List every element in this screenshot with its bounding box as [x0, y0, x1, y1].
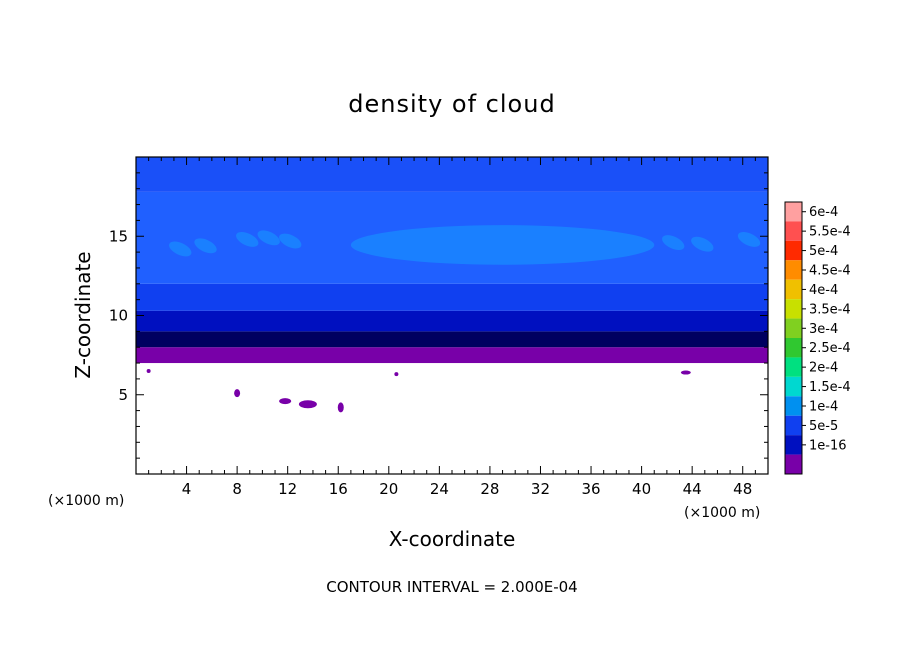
x-tick-label: 16	[329, 480, 348, 498]
colorbar-label: 4.5e-4	[809, 264, 851, 279]
x-unit-label-left: (×1000 m)	[48, 493, 124, 509]
colorbar-swatch	[785, 260, 802, 280]
contour-band	[136, 283, 768, 311]
contour-patch	[279, 233, 302, 249]
contour-band	[136, 331, 768, 348]
x-tick-label: 12	[278, 480, 297, 498]
y-tick-label: 5	[118, 386, 128, 404]
y-tick-label: 15	[109, 227, 128, 245]
colorbar-label: 4e-4	[809, 283, 838, 298]
colorbar-swatch	[785, 396, 802, 416]
colorbar-swatch	[785, 318, 802, 338]
colorbar-label: 1e-4	[809, 400, 838, 415]
colorbar-swatch	[785, 299, 802, 319]
contour-patch	[257, 230, 280, 246]
cloud-blob	[234, 389, 241, 398]
colorbar-label: 2.5e-4	[809, 341, 851, 356]
cloud-blob	[394, 372, 399, 377]
x-tick-label: 32	[531, 480, 550, 498]
contour-patch	[236, 231, 259, 247]
colorbar-swatch	[785, 454, 802, 474]
colorbar-swatch	[785, 415, 802, 436]
y-axis-ticks: 5 10 15	[109, 172, 768, 459]
colorbar-label: 6e-4	[809, 205, 838, 220]
x-unit-label-right: (×1000 m)	[684, 505, 760, 521]
contour-band	[136, 157, 768, 192]
x-tick-label: 4	[182, 480, 192, 498]
colorbar-swatch	[785, 376, 802, 397]
cloud-blob	[298, 400, 317, 409]
contour-band	[136, 347, 768, 364]
colorbar-swatch	[785, 338, 802, 358]
colorbar-label: 2e-4	[809, 361, 838, 376]
colorbar-swatch	[785, 221, 802, 241]
y-axis-label: Z-coordinate	[71, 251, 95, 378]
contour-patch	[350, 225, 655, 265]
colorbar-label: 1.5e-4	[809, 380, 851, 395]
contour-band	[136, 310, 768, 332]
colorbar-label: 5e-5	[809, 419, 838, 434]
colorbar-swatch	[785, 279, 802, 300]
colorbar-frame	[784, 201, 803, 475]
y-tick-label: 10	[109, 307, 128, 325]
x-tick-label: 44	[683, 480, 702, 498]
colorbar-label: 1e-16	[809, 438, 847, 453]
cloud-blob	[337, 402, 344, 413]
colorbar-label: 3.5e-4	[809, 302, 851, 317]
x-tick-label: 8	[232, 480, 242, 498]
contour-patch	[691, 236, 714, 252]
x-tick-label: 40	[632, 480, 651, 498]
cloud-blob	[146, 368, 151, 373]
colorbar-swatch	[785, 240, 802, 261]
cloud-blob	[279, 398, 292, 405]
plot-area	[135, 156, 769, 475]
cloud-blob	[680, 370, 691, 375]
colorbar: 6e-4 5.5e-4 5e-4 4.5e-4 4e-4 3.5e-4 3e-4 2.5e-4…	[784, 201, 851, 475]
contour-patch	[662, 235, 685, 251]
colorbar-label: 5.5e-4	[809, 225, 851, 240]
x-tick-label: 48	[733, 480, 752, 498]
x-tick-label: 24	[430, 480, 449, 498]
contour-patch	[737, 231, 761, 247]
x-axis-ticks: 4 8 12 16 20 24 28 32 36 40 44 48	[148, 157, 756, 498]
colorbar-swatch	[785, 202, 802, 222]
colorbar-swatch	[785, 357, 802, 377]
x-axis-label: X-coordinate	[389, 527, 516, 551]
colorbar-swatch	[785, 435, 802, 455]
chart-title: density of cloud	[348, 90, 555, 118]
contour-interval-note: CONTOUR INTERVAL = 2.000E-04	[326, 578, 577, 596]
x-tick-label: 28	[480, 480, 499, 498]
colorbar-label: 5e-4	[809, 244, 838, 259]
x-tick-label: 36	[581, 480, 600, 498]
contour-patch	[194, 238, 217, 254]
x-tick-label: 20	[379, 480, 398, 498]
contour-patch	[169, 241, 192, 257]
colorbar-label: 3e-4	[809, 322, 838, 337]
